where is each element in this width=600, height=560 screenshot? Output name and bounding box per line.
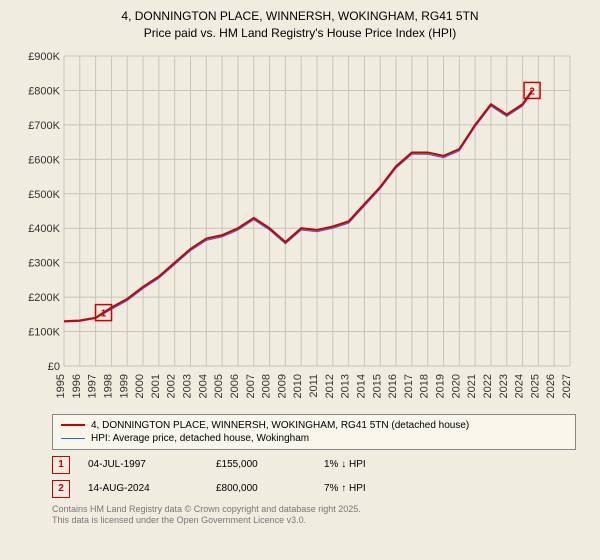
legend-swatch — [61, 424, 85, 426]
attribution: Contains HM Land Registry data © Crown c… — [52, 504, 576, 527]
svg-text:1: 1 — [101, 308, 107, 319]
svg-text:£300K: £300K — [28, 257, 60, 269]
svg-text:2004: 2004 — [197, 374, 209, 398]
svg-text:2015: 2015 — [371, 374, 383, 398]
svg-text:2010: 2010 — [292, 374, 304, 398]
svg-text:2024: 2024 — [514, 374, 526, 398]
marker-id-box: 2 — [52, 480, 70, 498]
legend-item: 4, DONNINGTON PLACE, WINNERSH, WOKINGHAM… — [61, 419, 567, 432]
svg-text:2018: 2018 — [419, 374, 431, 398]
svg-text:2026: 2026 — [545, 374, 557, 398]
marker-delta: 1% ↓ HPI — [324, 459, 366, 470]
legend-swatch — [61, 438, 85, 439]
marker-row: 1 04-JUL-1997 £155,000 1% ↓ HPI — [52, 456, 576, 474]
marker-table: 1 04-JUL-1997 £155,000 1% ↓ HPI 2 14-AUG-2024… — [8, 456, 592, 498]
svg-text:2000: 2000 — [134, 374, 146, 398]
svg-text:£900K: £900K — [28, 51, 60, 63]
svg-text:2005: 2005 — [213, 374, 225, 398]
svg-text:2002: 2002 — [166, 374, 178, 398]
svg-text:£800K: £800K — [28, 85, 60, 97]
svg-text:2014: 2014 — [355, 374, 367, 398]
attrib-line1: Contains HM Land Registry data © Crown c… — [52, 504, 576, 516]
svg-text:2016: 2016 — [387, 374, 399, 398]
legend: 4, DONNINGTON PLACE, WINNERSH, WOKINGHAM… — [52, 414, 576, 450]
svg-text:2003: 2003 — [182, 374, 194, 398]
svg-text:2012: 2012 — [324, 374, 336, 398]
marker-id-box: 1 — [52, 456, 70, 474]
chart-title: 4, DONNINGTON PLACE, WINNERSH, WOKINGHAM… — [8, 8, 592, 42]
svg-text:2006: 2006 — [229, 374, 241, 398]
svg-text:1999: 1999 — [118, 374, 130, 398]
marker-delta: 7% ↑ HPI — [324, 483, 366, 494]
svg-text:1995: 1995 — [55, 374, 67, 398]
chart-area: £0 £100K £200K £300K £400K £500K £600K £700K £80… — [20, 48, 580, 408]
marker-price: £800,000 — [216, 483, 306, 494]
svg-text:£700K: £700K — [28, 119, 60, 131]
svg-text:£200K: £200K — [28, 292, 60, 304]
line-chart-svg: £0 £100K £200K £300K £400K £500K £600K £700K £80… — [20, 48, 580, 408]
svg-text:2020: 2020 — [450, 374, 462, 398]
svg-text:2023: 2023 — [498, 374, 510, 398]
marker-date: 04-JUL-1997 — [88, 459, 198, 470]
svg-text:£400K: £400K — [28, 223, 60, 235]
legend-label: 4, DONNINGTON PLACE, WINNERSH, WOKINGHAM… — [91, 420, 469, 431]
legend-label: HPI: Average price, detached house, Woki… — [91, 433, 309, 444]
marker-date: 14-AUG-2024 — [88, 483, 198, 494]
svg-text:1997: 1997 — [87, 374, 99, 398]
svg-text:£600K: £600K — [28, 154, 60, 166]
svg-text:2008: 2008 — [261, 374, 273, 398]
svg-text:2011: 2011 — [308, 374, 320, 398]
attrib-line2: This data is licensed under the Open Gov… — [52, 515, 576, 527]
svg-text:2027: 2027 — [561, 374, 573, 398]
svg-text:2013: 2013 — [340, 374, 352, 398]
svg-text:2025: 2025 — [529, 374, 541, 398]
svg-text:2001: 2001 — [150, 374, 162, 398]
svg-text:1996: 1996 — [71, 374, 83, 398]
svg-text:£500K: £500K — [28, 188, 60, 200]
svg-text:1998: 1998 — [102, 374, 114, 398]
legend-item: HPI: Average price, detached house, Woki… — [61, 432, 567, 445]
svg-text:2019: 2019 — [435, 374, 447, 398]
svg-text:2021: 2021 — [466, 374, 478, 398]
svg-text:£100K: £100K — [28, 326, 60, 338]
svg-text:2007: 2007 — [245, 374, 257, 398]
svg-text:£0: £0 — [48, 361, 60, 373]
svg-text:2022: 2022 — [482, 374, 494, 398]
marker-price: £155,000 — [216, 459, 306, 470]
marker-row: 2 14-AUG-2024 £800,000 7% ↑ HPI — [52, 480, 576, 498]
title-line1: 4, DONNINGTON PLACE, WINNERSH, WOKINGHAM… — [8, 8, 592, 25]
svg-text:2017: 2017 — [403, 374, 415, 398]
title-line2: Price paid vs. HM Land Registry's House … — [8, 25, 592, 42]
svg-text:2: 2 — [529, 86, 535, 97]
svg-text:2009: 2009 — [276, 374, 288, 398]
